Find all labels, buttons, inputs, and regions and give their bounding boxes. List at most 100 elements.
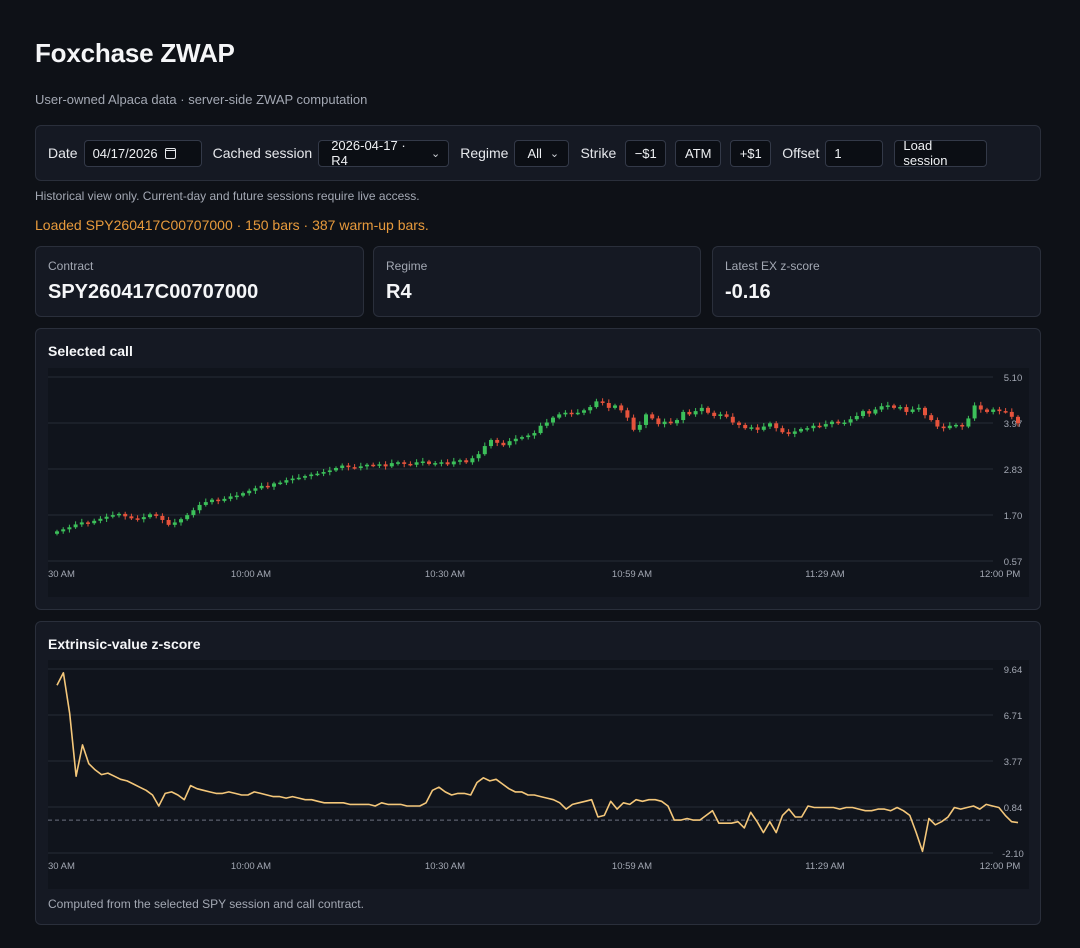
candle-body	[154, 514, 159, 516]
candle-body	[445, 462, 450, 465]
candle-body	[910, 409, 915, 412]
cached-session-label: Cached session	[212, 145, 313, 161]
candle-body	[916, 407, 921, 410]
candle-body	[668, 421, 673, 424]
candle-body	[191, 510, 196, 516]
x-tick-label: 12:00 PM	[980, 861, 1021, 872]
candle-body	[780, 428, 785, 433]
x-tick-label: 12:00 PM	[980, 569, 1021, 580]
strike-atm-button[interactable]: ATM	[675, 139, 722, 167]
candle-body	[210, 499, 214, 503]
regime-card-value: R4	[386, 281, 412, 303]
candle-body	[501, 442, 506, 446]
candle-body	[947, 425, 952, 429]
candle-body	[216, 499, 221, 502]
candle-body	[61, 529, 66, 532]
candle-body	[885, 405, 890, 407]
candlestick-svg: 5.10 3.97 2.83 1.70 0.57 30 AM 10:00 AM 10:30 A…	[48, 373, 1023, 580]
strike-minus-button[interactable]: −$1	[625, 139, 667, 167]
candle-body	[185, 515, 190, 520]
candle-body	[830, 421, 834, 425]
regime-select[interactable]: All ⌄	[514, 139, 570, 167]
candle-body	[699, 407, 704, 412]
candle-body	[327, 470, 332, 473]
x-tick-label: 10:59 AM	[612, 861, 652, 872]
contract-card-label: Contract	[48, 259, 94, 273]
candle-body	[774, 423, 779, 429]
candle-body	[513, 438, 518, 442]
candle-body	[551, 417, 555, 423]
candle-body	[179, 519, 183, 523]
candle-body	[352, 467, 357, 469]
candle-body	[681, 411, 686, 421]
candle-body	[706, 407, 710, 413]
candle-body	[867, 411, 872, 414]
candle-body	[985, 409, 989, 412]
y-tick-label: 3.77	[1004, 757, 1023, 768]
candle-body	[650, 414, 655, 419]
candle-body	[346, 465, 351, 468]
candle-body	[135, 518, 140, 520]
candle-body	[693, 411, 698, 415]
zscore-chart[interactable]: 9.64 6.71 3.77 0.84 -2.10 30 AM 10:00 AM 10:30 …	[48, 660, 1029, 889]
candle-body	[755, 427, 760, 430]
candle-body	[55, 531, 59, 534]
y-tick-label: 3.97	[1004, 419, 1023, 430]
candle-body	[892, 405, 896, 408]
load-session-button[interactable]: Load session	[894, 138, 988, 168]
candle-body	[203, 502, 208, 505]
candle-body	[1016, 416, 1020, 424]
candle-body	[588, 407, 593, 411]
date-input[interactable]: 04/17/2026	[83, 139, 202, 167]
candle-body	[86, 522, 90, 524]
candle-body	[358, 466, 363, 468]
x-tick-label: 10:30 AM	[425, 569, 465, 580]
zscore-series-line	[56, 672, 1019, 853]
candle-body	[966, 418, 971, 427]
x-tick-label: 10:00 AM	[231, 569, 271, 580]
calendar-icon[interactable]	[164, 147, 176, 159]
candle-body	[538, 425, 543, 434]
candle-body	[768, 423, 772, 427]
y-tick-label: 5.10	[1004, 373, 1023, 384]
candle-body	[334, 467, 338, 471]
candle-body	[532, 433, 537, 436]
candle-body	[383, 464, 388, 467]
candle-body	[110, 515, 115, 517]
candle-body	[365, 464, 369, 467]
candle-body	[296, 477, 301, 480]
candle-body	[160, 515, 165, 520]
candle-body	[371, 464, 376, 467]
x-tick-label: 30 AM	[48, 569, 75, 580]
candle-body	[526, 435, 531, 438]
x-tick-label: 11:29 AM	[805, 569, 845, 580]
candle-body	[92, 520, 97, 524]
candle-body	[420, 461, 425, 463]
candle-body	[98, 518, 103, 521]
offset-input[interactable]: 1	[825, 139, 884, 167]
candle-body	[451, 461, 456, 465]
candle-body	[166, 519, 171, 525]
candle-body	[172, 522, 177, 525]
regime-label: Regime	[460, 145, 509, 161]
candle-body	[873, 409, 878, 414]
candle-body	[879, 406, 884, 410]
zscore-card-label: Latest EX z-score	[725, 259, 820, 273]
cached-session-select[interactable]: 2026-04-17 · R4 ⌄	[318, 138, 450, 168]
candle-body	[687, 411, 692, 415]
candle-body	[712, 412, 717, 416]
strike-plus-button[interactable]: +$1	[730, 139, 772, 167]
zscore-panel: Extrinsic-value z-score 9.64 6.71 3.77 0.84…	[35, 621, 1041, 925]
candle-body	[582, 410, 586, 413]
y-tick-label: 6.71	[1004, 711, 1023, 722]
strike-label: Strike	[580, 145, 617, 161]
candle-body	[737, 422, 741, 425]
candlestick-chart[interactable]: 5.10 3.97 2.83 1.70 0.57 30 AM 10:00 AM 10:30 A…	[48, 368, 1029, 597]
candle-body	[743, 424, 748, 429]
selected-call-panel: Selected call 5.10 3.97 2.83 1.70 0.57 30 AM 1…	[35, 328, 1041, 610]
candle-body	[73, 524, 78, 528]
candle-body	[619, 405, 624, 411]
candle-body	[272, 483, 276, 487]
y-tick-label: 1.70	[1004, 511, 1023, 522]
candle-body	[253, 488, 258, 491]
